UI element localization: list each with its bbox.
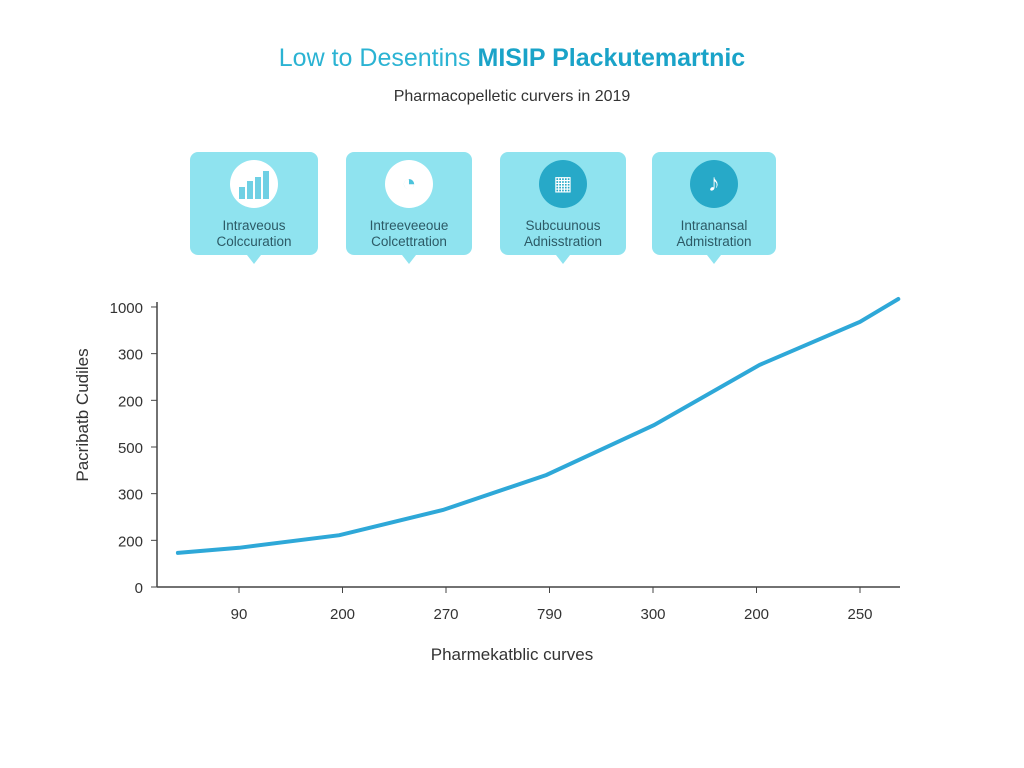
card-label: Subcuunous (525, 218, 601, 233)
series-line (175, 297, 901, 555)
x-tick-label: 270 (433, 606, 458, 623)
card-subcuunous: ▦ Subcuunous Adnisstration (500, 152, 626, 264)
card-label: Colcettration (371, 234, 447, 249)
card-label: Colccuration (216, 234, 292, 249)
card-intraveous: Intraveous Colccuration (190, 152, 318, 264)
card-intranansal: ♪ Intranansal Admistration (652, 152, 776, 264)
y-tick-label: 1000 (110, 300, 143, 317)
y-tick-label: 300 (118, 487, 143, 504)
x-tick-label: 200 (330, 606, 355, 623)
building-icon: ▦ (539, 160, 587, 208)
y-tick-label: 0 (135, 580, 143, 597)
x-tick-label: 90 (231, 606, 248, 623)
card-label: Adnisstration (523, 234, 603, 249)
card-label: Intreeveeoue (369, 218, 449, 233)
card-label: Intraveous (222, 218, 286, 233)
y-tick-label: 200 (118, 533, 143, 550)
y-tick-label: 300 (118, 347, 143, 364)
x-tick-label: 250 (847, 606, 872, 623)
y-tick-label: 200 (118, 393, 143, 410)
x-tick-label: 300 (640, 606, 665, 623)
card-label: Intranansal (680, 218, 748, 233)
x-tick-label: 790 (537, 606, 562, 623)
card-label: Admistration (676, 234, 752, 249)
bar-chart-icon (230, 160, 278, 208)
music-note-icon: ♪ (690, 160, 738, 208)
y-axis-label: Pacribatb Cudiles (73, 348, 92, 481)
pie-icon: ◔ (385, 160, 433, 208)
card-intreeveeoue: ◔ Intreeveeoue Colcettration (346, 152, 472, 264)
chart-title: Low to Desentins MISIP Plackutemartnic (278, 44, 746, 72)
chart-subtitle: Pharmacopelletic curvers in 2019 (393, 88, 631, 105)
y-tick-label: 500 (118, 440, 143, 457)
x-tick-label: 200 (744, 606, 769, 623)
x-axis-label: Pharmekatblic curves (431, 645, 594, 664)
